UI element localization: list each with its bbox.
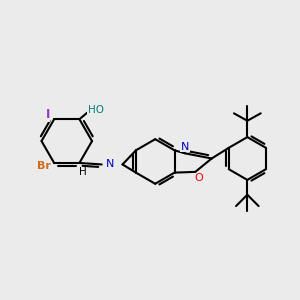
Text: H: H xyxy=(79,167,86,178)
Text: N: N xyxy=(181,142,189,152)
Text: I: I xyxy=(45,108,50,121)
Text: HO: HO xyxy=(88,105,104,115)
Text: O: O xyxy=(194,173,203,183)
Text: N: N xyxy=(106,159,114,170)
Text: Br: Br xyxy=(37,161,51,171)
